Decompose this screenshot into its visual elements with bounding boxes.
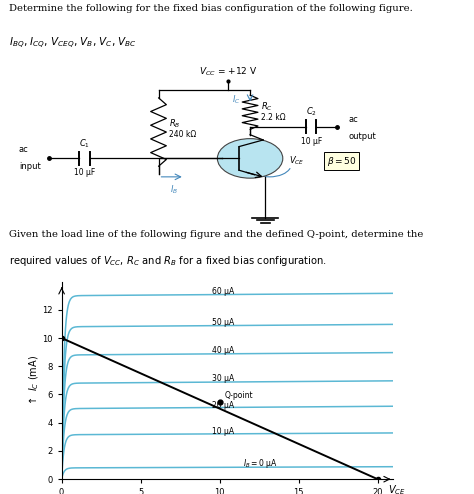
Text: $\beta = 50$: $\beta = 50$	[327, 155, 356, 167]
Text: $C_2$: $C_2$	[306, 105, 317, 118]
Text: $I_{BQ}$, $I_{CQ}$, $V_{CEQ}$, $V_B$, $V_C$, $V_{BC}$: $I_{BQ}$, $I_{CQ}$, $V_{CEQ}$, $V_B$, $V…	[9, 36, 137, 51]
Text: 10 μA: 10 μA	[212, 427, 234, 436]
Circle shape	[218, 139, 283, 178]
Text: ac: ac	[348, 115, 358, 124]
Text: Q-point: Q-point	[224, 391, 253, 400]
Text: $V_{CE}$: $V_{CE}$	[289, 155, 305, 167]
Text: $V_{CE}$: $V_{CE}$	[388, 484, 405, 494]
Text: 20 μA: 20 μA	[212, 401, 234, 411]
Text: Determine the following for the fixed bias configuration of the following figure: Determine the following for the fixed bi…	[9, 4, 413, 13]
Text: $I_B$: $I_B$	[170, 183, 178, 196]
Text: required values of $V_{CC}$, $R_C$ and $R_B$ for a fixed bias configuration.: required values of $V_{CC}$, $R_C$ and $…	[9, 254, 328, 268]
Text: $R_B$: $R_B$	[169, 118, 181, 130]
Y-axis label: $\uparrow$ $I_C$ (mA): $\uparrow$ $I_C$ (mA)	[27, 355, 41, 406]
Text: 30 μA: 30 μA	[212, 374, 234, 383]
Text: ac: ac	[19, 145, 29, 155]
Text: 10 μF: 10 μF	[301, 137, 322, 146]
Text: $C_1$: $C_1$	[79, 137, 90, 150]
Text: $I_C$: $I_C$	[232, 94, 240, 106]
Text: output: output	[348, 132, 376, 141]
Text: $V_{CC}$ = +12 V: $V_{CC}$ = +12 V	[199, 66, 257, 78]
Text: $R_C$: $R_C$	[261, 101, 273, 113]
Text: Given the load line of the following figure and the defined Q-point, determine t: Given the load line of the following fig…	[9, 230, 424, 239]
Text: 240 kΩ: 240 kΩ	[169, 130, 197, 139]
Text: 60 μA: 60 μA	[212, 287, 234, 296]
Text: $I_B = 0$ μA: $I_B = 0$ μA	[243, 457, 278, 470]
Text: 10 μF: 10 μF	[74, 167, 95, 177]
Text: 40 μA: 40 μA	[212, 346, 234, 355]
Text: 2.2 kΩ: 2.2 kΩ	[261, 113, 286, 122]
Text: 50 μA: 50 μA	[212, 318, 234, 327]
Text: input: input	[19, 163, 41, 171]
